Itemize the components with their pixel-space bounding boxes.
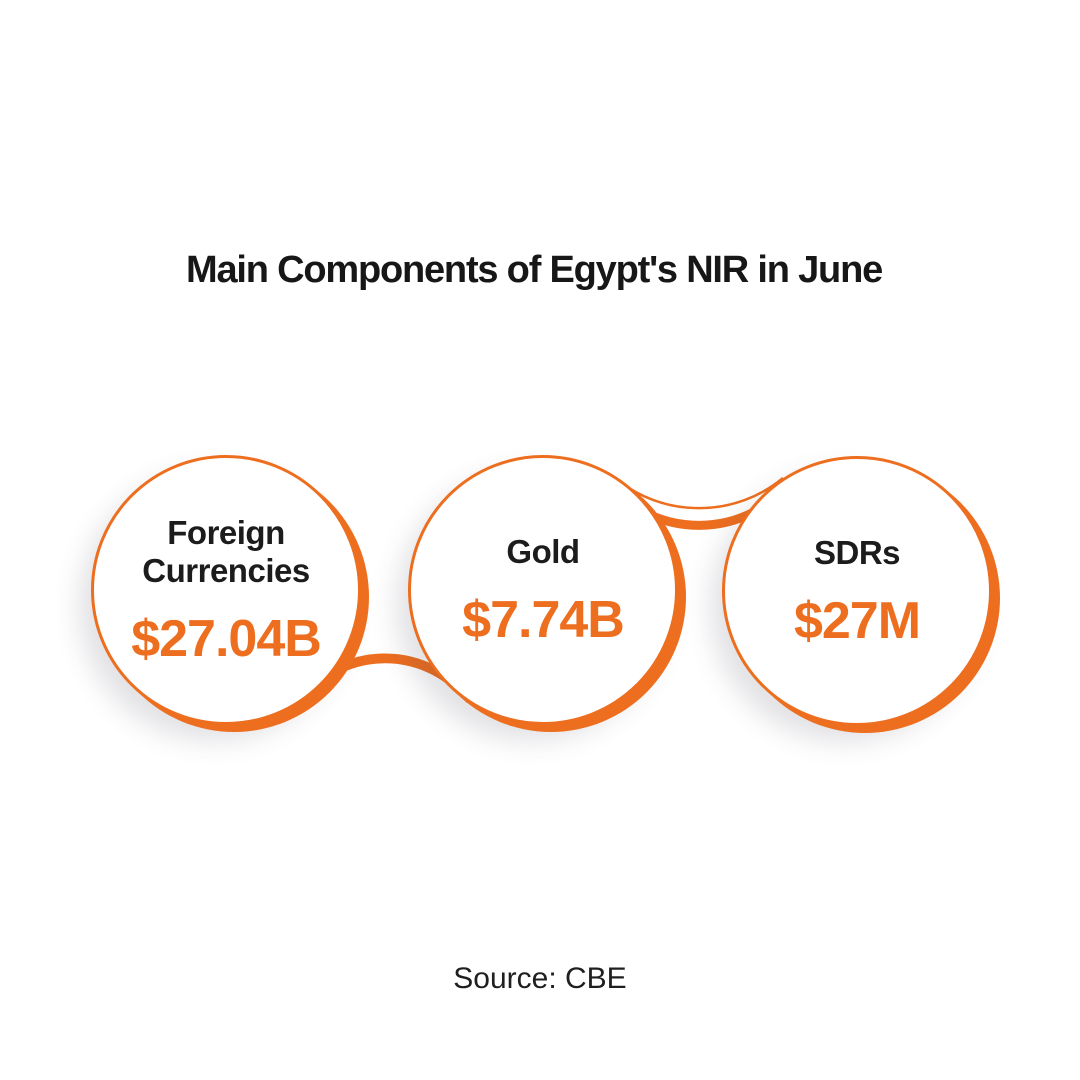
bubble-gold: Gold $7.74B xyxy=(408,455,678,725)
bubble-foreign-currencies-value: $27.04B xyxy=(131,610,322,668)
page-title: Main Components of Egypt's NIR in June xyxy=(186,249,883,291)
bubble-sdrs-label: SDRs xyxy=(813,534,901,571)
bubble-gold-value: $7.74B xyxy=(462,591,625,649)
bubble-foreign-currencies-label: Foreign Currencies xyxy=(142,514,310,589)
source-caption: Source: CBE xyxy=(453,962,627,995)
bubble-foreign-currencies: Foreign Currencies $27.04B xyxy=(91,455,361,725)
bubble-sdrs-value: $27M xyxy=(793,592,921,650)
bubble-sdrs: SDRs $27M xyxy=(722,456,992,726)
bubble-gold-label: Gold xyxy=(506,533,580,570)
